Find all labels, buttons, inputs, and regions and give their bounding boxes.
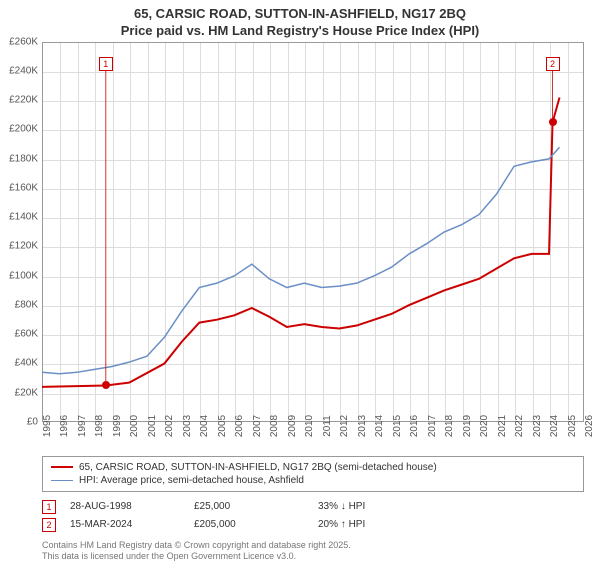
title-line-2: Price paid vs. HM Land Registry's House … bbox=[0, 23, 600, 40]
footer-line-1: Contains HM Land Registry data © Crown c… bbox=[42, 540, 584, 552]
event-marker-1: 1 bbox=[42, 500, 56, 514]
footer-line-2: This data is licensed under the Open Gov… bbox=[42, 551, 584, 563]
chart-lines-svg bbox=[42, 42, 584, 422]
event-delta-1: 33% ↓ HPI bbox=[318, 501, 428, 512]
event-delta-2: 20% ↑ HPI bbox=[318, 519, 428, 530]
chart-plot-area: £0£20K£40K£60K£80K£100K£120K£140K£160K£1… bbox=[42, 42, 584, 422]
marker-box-1: 1 bbox=[99, 57, 113, 71]
event-date-2: 15-MAR-2024 bbox=[70, 519, 180, 530]
event-price-1: £25,000 bbox=[194, 501, 304, 512]
legend-swatch-hpi bbox=[51, 480, 73, 481]
marker-dot-2 bbox=[549, 118, 557, 126]
events-table: 1 28-AUG-1998 £25,000 33% ↓ HPI 2 15-MAR… bbox=[42, 498, 584, 534]
legend-item-hpi: HPI: Average price, semi-detached house,… bbox=[51, 474, 575, 487]
title-block: 65, CARSIC ROAD, SUTTON-IN-ASHFIELD, NG1… bbox=[0, 0, 600, 42]
event-date-1: 28-AUG-1998 bbox=[70, 501, 180, 512]
legend-label-hpi: HPI: Average price, semi-detached house,… bbox=[79, 475, 304, 486]
event-row-1: 1 28-AUG-1998 £25,000 33% ↓ HPI bbox=[42, 498, 584, 516]
event-price-2: £205,000 bbox=[194, 519, 304, 530]
legend-box: 65, CARSIC ROAD, SUTTON-IN-ASHFIELD, NG1… bbox=[42, 456, 584, 492]
event-marker-2: 2 bbox=[42, 518, 56, 532]
marker-box-2: 2 bbox=[546, 57, 560, 71]
chart-container: 65, CARSIC ROAD, SUTTON-IN-ASHFIELD, NG1… bbox=[0, 0, 600, 560]
series-hpi bbox=[42, 147, 560, 374]
legend-item-price-paid: 65, CARSIC ROAD, SUTTON-IN-ASHFIELD, NG1… bbox=[51, 461, 575, 474]
legend-swatch-price-paid bbox=[51, 466, 73, 468]
event-row-2: 2 15-MAR-2024 £205,000 20% ↑ HPI bbox=[42, 516, 584, 534]
title-line-1: 65, CARSIC ROAD, SUTTON-IN-ASHFIELD, NG1… bbox=[0, 6, 600, 23]
series-price_paid bbox=[42, 97, 560, 386]
marker-dot-1 bbox=[102, 381, 110, 389]
legend-label-price-paid: 65, CARSIC ROAD, SUTTON-IN-ASHFIELD, NG1… bbox=[79, 462, 437, 473]
